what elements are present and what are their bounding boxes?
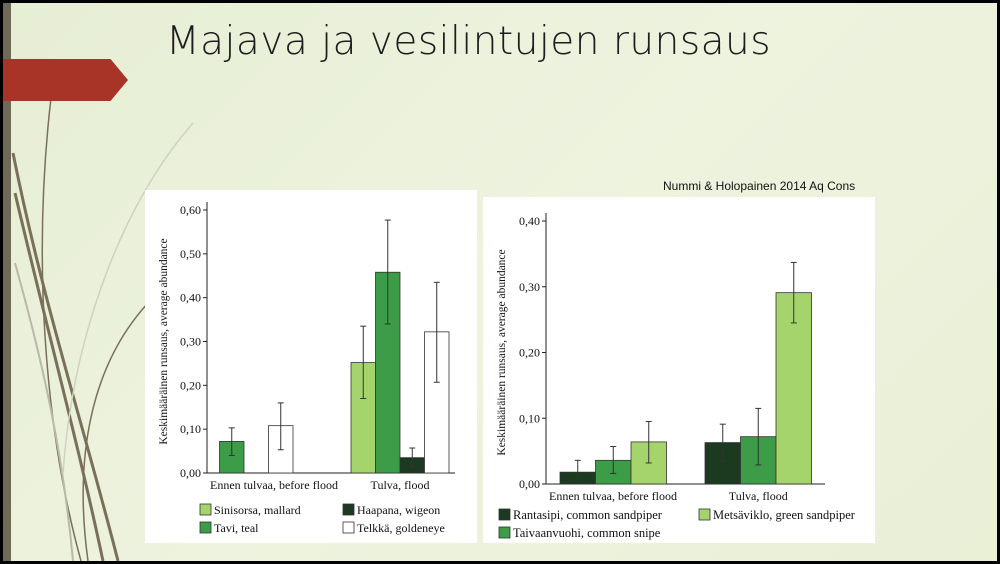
y-axis-label: Keskimääräinen runsaus, average abundanc… xyxy=(496,249,508,455)
title-arrow-decoration xyxy=(3,59,128,101)
citation: Nummi & Holopainen 2014 Aq Cons xyxy=(663,179,856,193)
slide: Majava ja vesilintujen runsaus Nummi & H… xyxy=(3,3,997,561)
legend-swatch xyxy=(498,526,511,539)
legend-swatch xyxy=(698,508,711,521)
legend-label: Tavi, teal xyxy=(214,521,259,535)
chart-panel-ducks: 0,00 0,10 0,20 0,30 0,40 0,50 0,60 Keskimääräin… xyxy=(145,190,477,543)
legend-swatch xyxy=(342,503,355,516)
y-tick-label: 0,00 xyxy=(519,477,540,491)
chart-panel-waders: 0,00 0,10 0,20 0,30 0,40 Keskimääräinen runsa… xyxy=(483,197,875,543)
side-bar-decoration xyxy=(3,3,11,561)
y-axis-label: Keskimääräinen runsaus, average abundanc… xyxy=(158,238,170,444)
y-tick-label: 0,20 xyxy=(180,378,201,392)
y-tick-label: 0,30 xyxy=(180,335,201,349)
legend-label: Taivaanvuohi, common snipe xyxy=(513,526,661,540)
bar-chart-ducks: 0,00 0,10 0,20 0,30 0,40 0,50 0,60 Keskimääräin… xyxy=(158,202,455,535)
x-category-label: Ennen tulvaa, before flood xyxy=(210,478,338,492)
bar-2-1 xyxy=(775,292,812,485)
y-tick-label: 0,20 xyxy=(519,346,540,360)
y-tick-label: 0,00 xyxy=(180,466,201,480)
slide-title: Majava ja vesilintujen runsaus xyxy=(166,19,772,64)
y-tick-label: 0,10 xyxy=(180,422,201,436)
y-tick-label: 0,60 xyxy=(180,203,201,217)
legend-swatch xyxy=(199,503,212,516)
x-category-label: Ennen tulvaa, before flood xyxy=(549,489,677,503)
legend-swatch xyxy=(498,508,511,521)
bar-1-0 xyxy=(219,441,245,474)
y-tick-label: 0,10 xyxy=(519,411,540,425)
legend-label: Telkkä, goldeneye xyxy=(357,521,445,535)
y-tick-label: 0,30 xyxy=(519,280,540,294)
bar-chart-waders: 0,00 0,10 0,20 0,30 0,40 Keskimääräinen runsa… xyxy=(496,213,856,540)
y-tick-label: 0,50 xyxy=(180,247,201,261)
x-category-label: Tulva, flood xyxy=(371,478,430,492)
legend-label: Haapana, wigeon xyxy=(357,503,440,517)
legend-label: Metsäviklo, green sandpiper xyxy=(713,508,856,522)
y-tick-label: 0,40 xyxy=(519,214,540,228)
legend-label: Rantasipi, common sandpiper xyxy=(513,508,663,522)
legend-label: Sinisorsa, mallard xyxy=(214,503,301,517)
grass-curves-decoration xyxy=(11,97,194,561)
legend-swatch xyxy=(199,521,212,534)
x-category-label: Tulva, flood xyxy=(729,489,788,503)
legend-swatch xyxy=(342,521,355,534)
y-tick-label: 0,40 xyxy=(180,291,201,305)
